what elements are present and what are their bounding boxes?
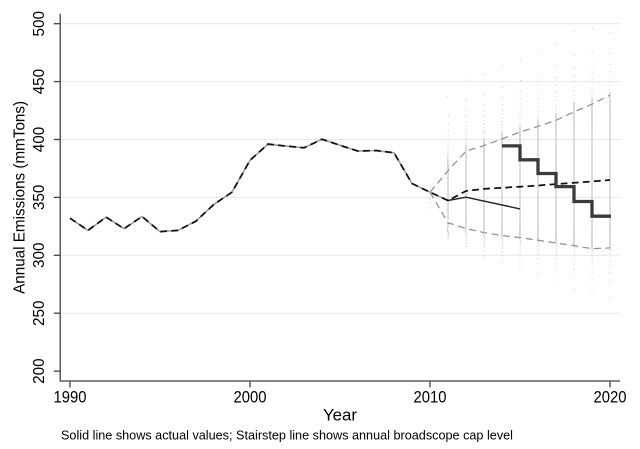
svg-text:2020: 2020 <box>594 389 627 407</box>
svg-text:Solid line shows actual values: Solid line shows actual values; Stairste… <box>61 428 513 443</box>
svg-text:350: 350 <box>31 185 48 211</box>
svg-text:250: 250 <box>31 300 48 326</box>
svg-text:450: 450 <box>31 69 48 95</box>
svg-text:2010: 2010 <box>414 389 447 407</box>
svg-text:1990: 1990 <box>54 389 87 407</box>
svg-text:200: 200 <box>31 358 48 384</box>
svg-text:2000: 2000 <box>234 389 267 407</box>
svg-text:Year: Year <box>323 405 357 424</box>
svg-text:500: 500 <box>31 11 48 37</box>
svg-text:300: 300 <box>31 242 48 268</box>
svg-text:400: 400 <box>31 127 48 153</box>
svg-text:Annual Emissions (mmTons): Annual Emissions (mmTons) <box>12 101 29 294</box>
